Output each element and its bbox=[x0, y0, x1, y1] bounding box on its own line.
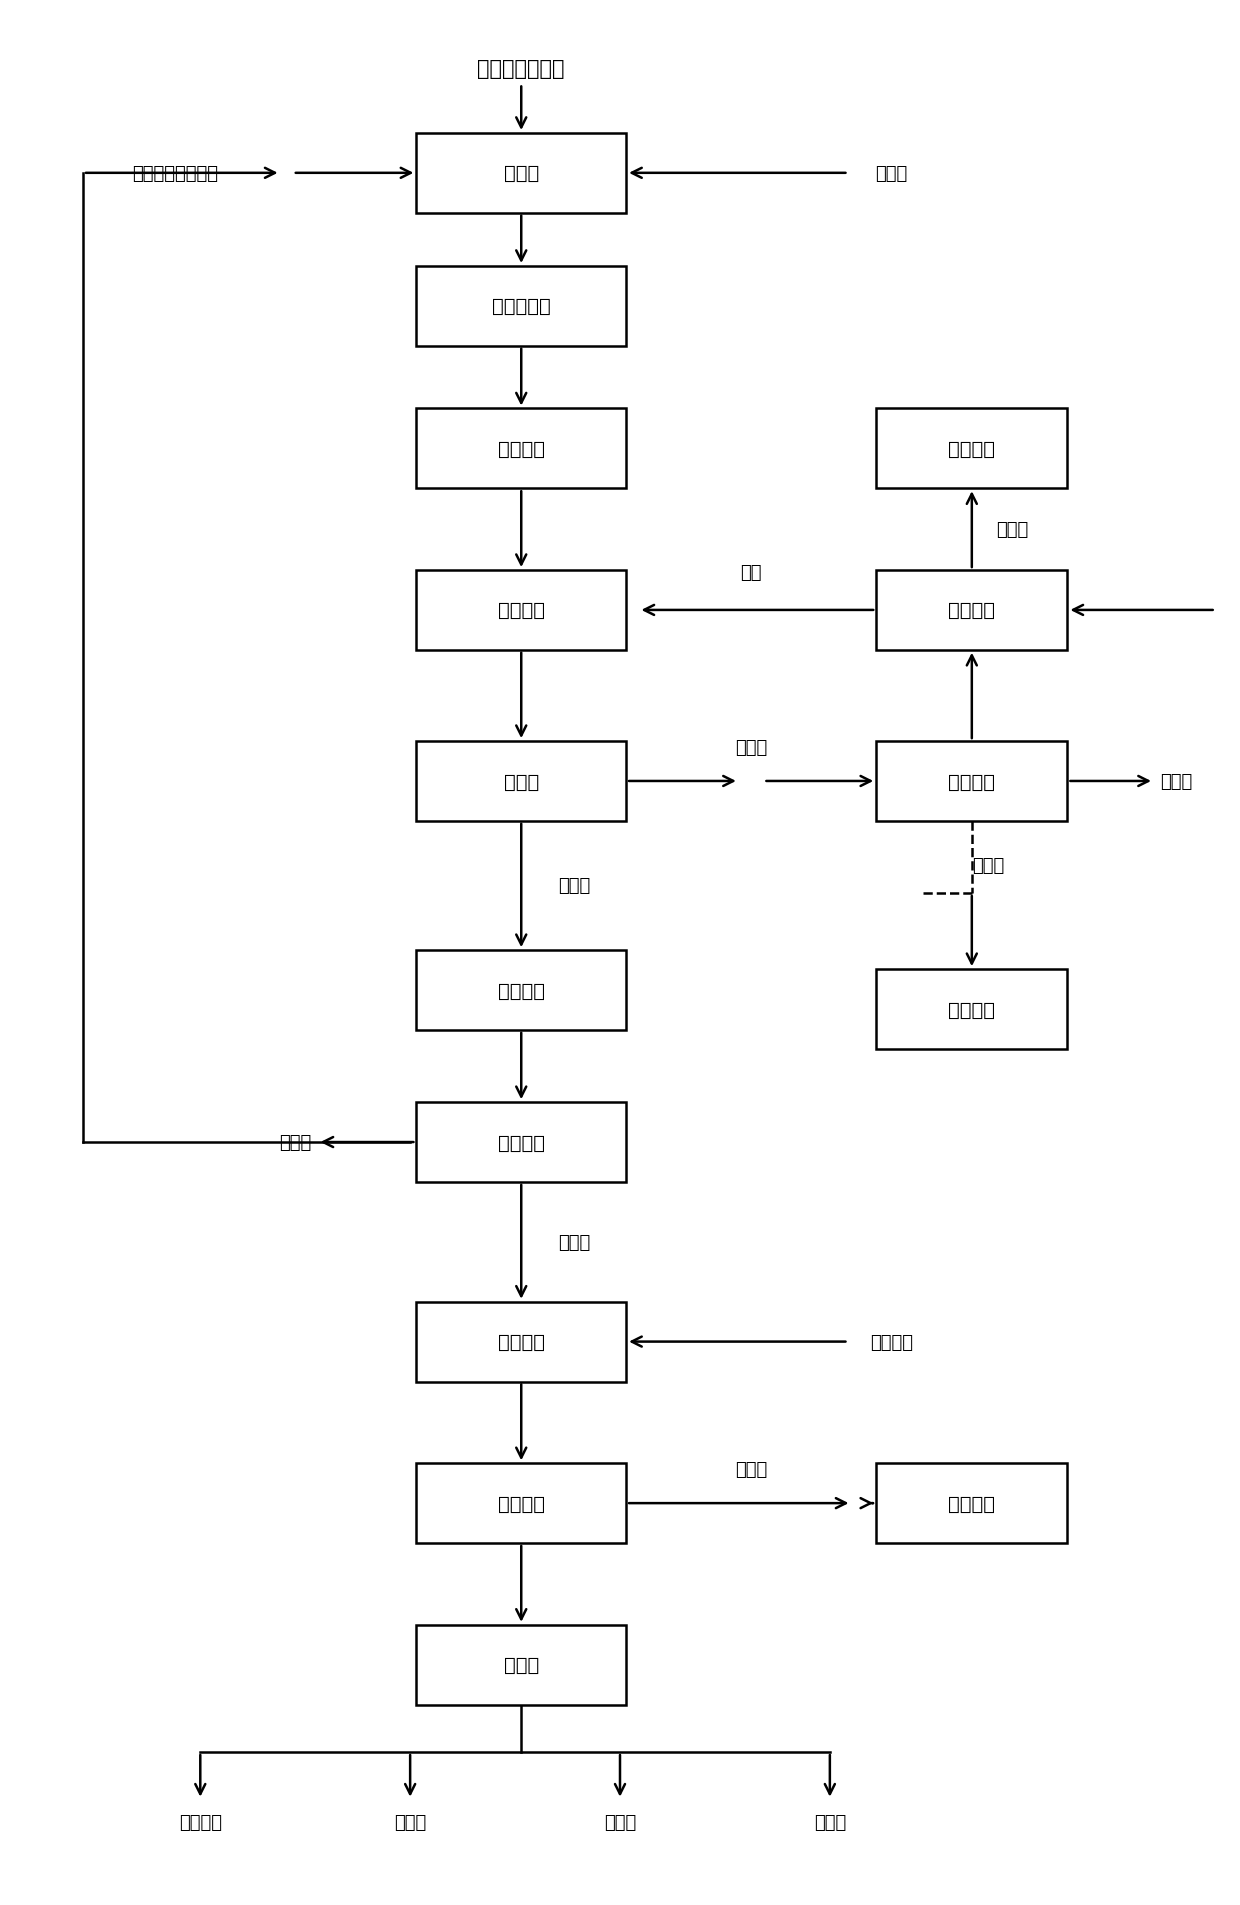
Text: 氧化钬: 氧化钬 bbox=[604, 1814, 636, 1831]
Text: 高硅低含量废料: 高硅低含量废料 bbox=[477, 59, 565, 80]
Text: 氧化焙烧: 氧化焙烧 bbox=[497, 440, 544, 459]
Bar bbox=[417, 1625, 626, 1705]
Text: 综合回收: 综合回收 bbox=[949, 1494, 996, 1513]
Bar bbox=[877, 1463, 1068, 1543]
Text: 溶解提取: 溶解提取 bbox=[497, 602, 544, 621]
Text: 过　滤: 过 滤 bbox=[503, 772, 539, 791]
Text: 洗涤过滤: 洗涤过滤 bbox=[949, 772, 996, 791]
Bar bbox=[417, 1301, 626, 1381]
Text: 收缩富集: 收缩富集 bbox=[949, 602, 996, 621]
Text: 综合利用: 综合利用 bbox=[949, 1000, 996, 1019]
Text: 滤液２: 滤液２ bbox=[735, 1459, 768, 1478]
Text: 滤渣１: 滤渣１ bbox=[279, 1133, 311, 1151]
Text: 预焙烧: 预焙烧 bbox=[503, 164, 539, 183]
Text: 铁渣１: 铁渣１ bbox=[735, 739, 768, 756]
Text: 清液１: 清液１ bbox=[997, 520, 1029, 539]
Text: 破碎、研磨: 破碎、研磨 bbox=[492, 297, 551, 316]
Text: 氧化镝: 氧化镝 bbox=[394, 1814, 427, 1831]
Bar bbox=[417, 951, 626, 1031]
Text: 固体: 固体 bbox=[740, 564, 761, 581]
Text: 焙　烧: 焙 烧 bbox=[503, 1655, 539, 1674]
Bar bbox=[877, 410, 1068, 490]
Bar bbox=[877, 572, 1068, 650]
Bar bbox=[417, 267, 626, 347]
Text: 料液１: 料液１ bbox=[558, 876, 590, 895]
Text: 氧化镨钕: 氧化镨钕 bbox=[179, 1814, 222, 1831]
Bar bbox=[877, 970, 1068, 1050]
Bar bbox=[417, 572, 626, 650]
Text: 松散剂: 松散剂 bbox=[875, 164, 908, 183]
Text: 选择萃取: 选择萃取 bbox=[497, 1332, 544, 1351]
Text: 氧化铽: 氧化铽 bbox=[813, 1814, 846, 1831]
Bar bbox=[417, 133, 626, 213]
Text: 有效控制: 有效控制 bbox=[870, 1334, 913, 1351]
Text: 铁渣２: 铁渣２ bbox=[972, 855, 1004, 874]
Bar bbox=[417, 1463, 626, 1543]
Bar bbox=[877, 741, 1068, 821]
Text: 沉淀洗涤: 沉淀洗涤 bbox=[497, 1494, 544, 1513]
Text: 料液２: 料液２ bbox=[558, 1233, 590, 1252]
Text: 滤液１: 滤液１ bbox=[1161, 773, 1193, 791]
Bar bbox=[417, 741, 626, 821]
Text: 综合处理: 综合处理 bbox=[949, 440, 996, 459]
Text: 氧化除杂: 氧化除杂 bbox=[497, 981, 544, 1000]
Text: 过滤除渣: 过滤除渣 bbox=[497, 1133, 544, 1153]
Bar bbox=[417, 1103, 626, 1183]
Text: 高品位钕铁硼废料: 高品位钕铁硼废料 bbox=[133, 164, 218, 183]
Bar bbox=[417, 410, 626, 490]
